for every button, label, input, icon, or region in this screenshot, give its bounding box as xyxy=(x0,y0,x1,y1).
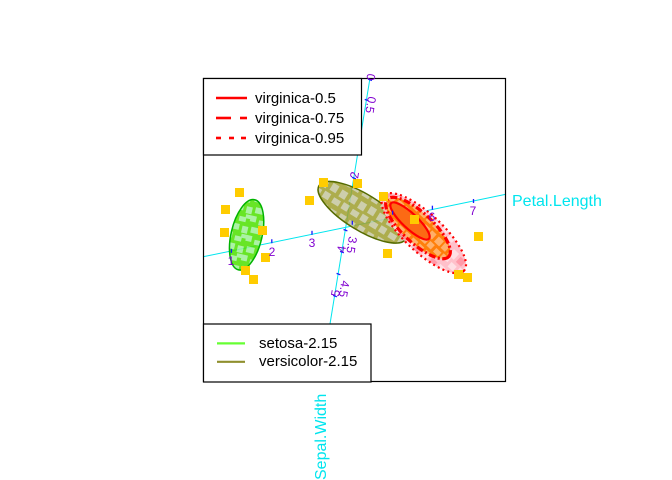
svg-text:2: 2 xyxy=(347,170,362,179)
svg-text:versicolor-2.15: versicolor-2.15 xyxy=(259,353,357,370)
svg-text:7: 7 xyxy=(470,204,477,218)
svg-text:0: 0 xyxy=(364,72,379,81)
svg-text:setosa-2.15: setosa-2.15 xyxy=(259,335,337,352)
svg-text:0.5: 0.5 xyxy=(362,96,379,115)
svg-text:2: 2 xyxy=(269,245,276,259)
svg-text:3: 3 xyxy=(309,236,316,250)
svg-text:Sepal.Width: Sepal.Width xyxy=(313,394,330,480)
svg-text:virginica-0.75: virginica-0.75 xyxy=(255,110,344,127)
svg-text:1: 1 xyxy=(228,254,235,268)
svg-text:Petal.Length: Petal.Length xyxy=(512,193,602,210)
svg-text:virginica-0.95: virginica-0.95 xyxy=(255,130,344,147)
svg-text:virginica-0.5: virginica-0.5 xyxy=(255,90,336,107)
svg-text:6: 6 xyxy=(429,210,436,224)
